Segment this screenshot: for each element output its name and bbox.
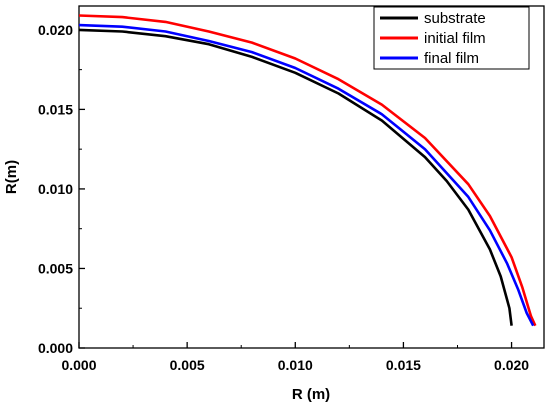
- legend-label: initial film: [424, 30, 486, 47]
- series-line-substrate: [78, 28, 513, 326]
- x-tick-label: 0.000: [61, 357, 96, 373]
- x-tick-label: 0.015: [386, 357, 421, 373]
- y-tick-label: 0.005: [38, 260, 73, 276]
- legend-label: final film: [424, 50, 479, 67]
- legend-label: substrate: [424, 10, 486, 27]
- y-tick-label: 0.020: [38, 22, 73, 38]
- x-tick-label: 0.005: [170, 357, 205, 373]
- legend: substrate initial film final film: [373, 6, 530, 70]
- x-tick-label: 0.020: [494, 357, 529, 373]
- series-line-initial-film: [78, 14, 537, 327]
- y-tick-label: 0.010: [38, 181, 73, 197]
- y-tick-label: 0.015: [38, 101, 73, 117]
- y-axis-label: R(m): [3, 160, 20, 194]
- series-line-final-film: [78, 23, 535, 327]
- x-axis-label: R (m): [292, 386, 330, 403]
- series-layer: [78, 14, 537, 327]
- y-tick-label: 0.000: [38, 340, 73, 356]
- x-tick-label: 0.010: [278, 357, 313, 373]
- axis-ticks: 0.000 0.005 0.010 0.015 0.020 0.000 0.005 0.010…: [38, 22, 529, 373]
